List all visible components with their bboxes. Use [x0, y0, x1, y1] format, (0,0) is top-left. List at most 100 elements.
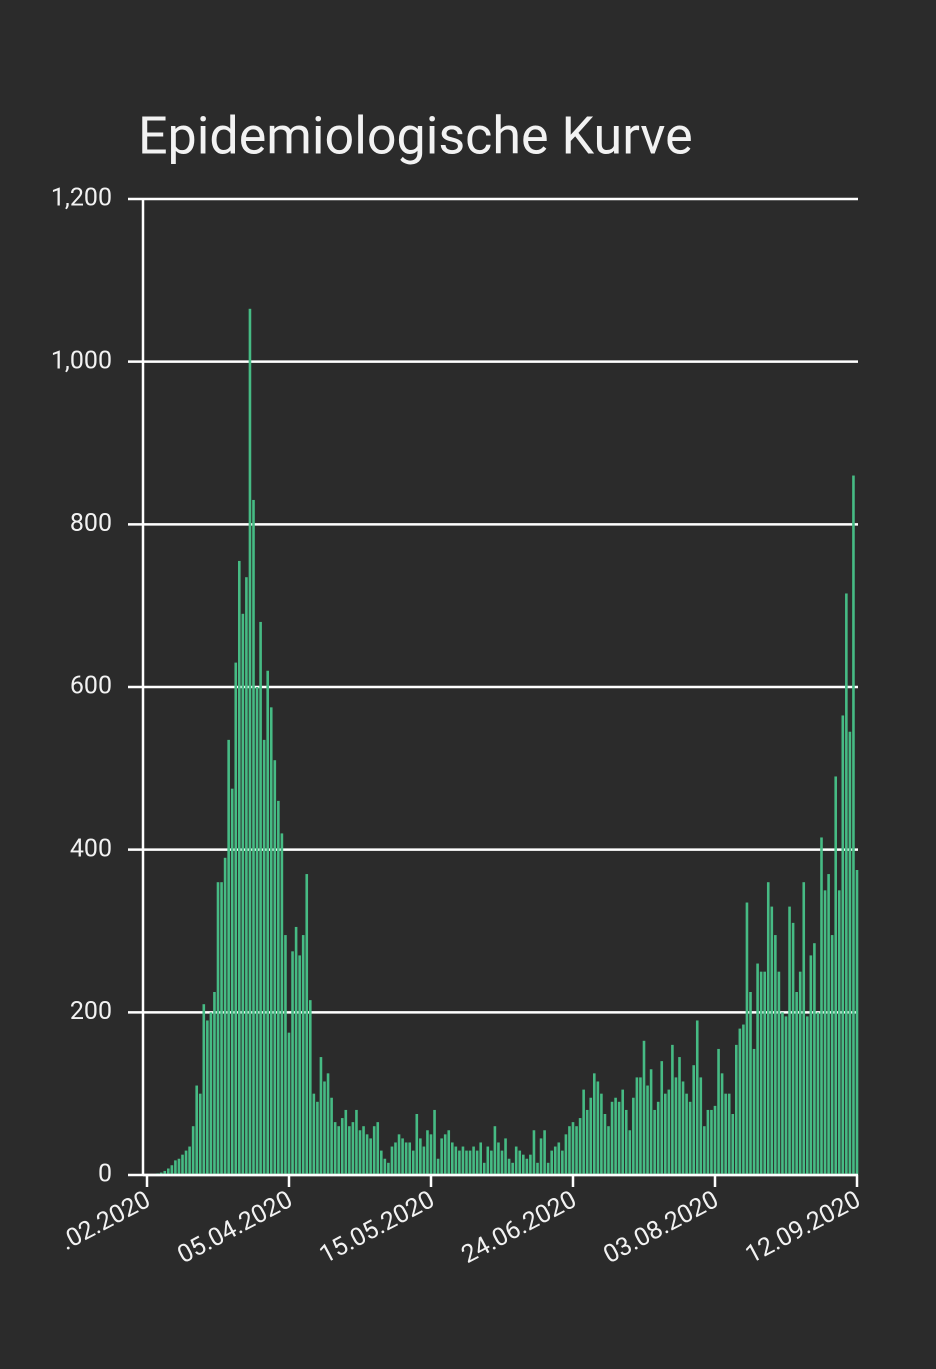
x-tick-label: 15.05.2020 — [315, 1185, 440, 1270]
bar — [433, 1109, 436, 1175]
bar — [351, 1122, 355, 1175]
bar — [742, 1024, 745, 1175]
bar — [248, 308, 252, 1175]
bar — [422, 1146, 426, 1175]
bar — [671, 1044, 674, 1175]
bar — [514, 1146, 518, 1175]
bar — [571, 1122, 575, 1175]
bar — [536, 1162, 539, 1175]
bar — [802, 882, 806, 1175]
x-tick-label: 12.09.2020 — [741, 1185, 866, 1270]
bar — [440, 1138, 443, 1175]
bar — [230, 788, 234, 1175]
y-tick-label: 0 — [98, 1160, 112, 1189]
bar — [674, 1077, 678, 1175]
bar — [720, 1073, 724, 1175]
bar — [490, 1150, 493, 1175]
bar — [660, 1061, 664, 1175]
bar — [553, 1146, 557, 1175]
bar — [717, 1048, 720, 1175]
bar — [316, 1101, 319, 1175]
bar — [816, 1012, 820, 1175]
bar — [798, 971, 802, 1175]
bar — [624, 1109, 628, 1175]
bar — [621, 1089, 624, 1175]
bar — [220, 882, 223, 1175]
bar — [539, 1138, 543, 1175]
bar — [766, 882, 770, 1175]
bar — [177, 1158, 181, 1175]
bar — [568, 1126, 571, 1175]
bar — [820, 837, 823, 1175]
bar — [305, 874, 309, 1175]
bar — [493, 1126, 497, 1175]
bar — [326, 1073, 330, 1175]
bar — [788, 906, 791, 1175]
bar — [564, 1134, 568, 1175]
bar — [387, 1162, 390, 1175]
bar — [497, 1142, 500, 1175]
bar — [482, 1162, 486, 1175]
bar — [735, 1044, 738, 1175]
bar — [823, 890, 827, 1175]
bar — [174, 1160, 177, 1175]
bar — [507, 1158, 511, 1175]
bar — [685, 1093, 688, 1175]
bar — [710, 1109, 713, 1175]
x-tick-label: .02.2020 — [56, 1185, 156, 1256]
bar — [390, 1146, 394, 1175]
bar — [426, 1130, 429, 1175]
bar — [632, 1097, 635, 1175]
bar — [593, 1073, 596, 1175]
bar — [287, 1032, 291, 1175]
bar — [362, 1126, 365, 1175]
bar — [216, 882, 220, 1175]
bar — [454, 1146, 458, 1175]
bar — [170, 1165, 174, 1175]
bar — [582, 1089, 585, 1175]
bar — [614, 1097, 617, 1175]
bar — [600, 1093, 603, 1175]
bar — [415, 1114, 419, 1175]
bar — [639, 1077, 642, 1175]
bar — [401, 1138, 404, 1175]
y-tick-label: 800 — [70, 509, 112, 538]
bar — [191, 1126, 195, 1175]
x-tick-label: 24.06.2020 — [457, 1185, 582, 1270]
bar — [656, 1101, 660, 1175]
bar — [262, 739, 266, 1175]
bar — [369, 1138, 372, 1175]
bar — [252, 499, 255, 1175]
bar — [703, 1126, 706, 1175]
bar — [298, 955, 301, 1175]
bar — [198, 1093, 202, 1175]
bar — [653, 1109, 656, 1175]
bar — [678, 1057, 681, 1175]
bar — [404, 1142, 408, 1175]
bar — [372, 1126, 376, 1175]
bar — [827, 874, 830, 1175]
bar — [642, 1040, 646, 1175]
bar — [522, 1154, 525, 1175]
bar — [468, 1150, 472, 1175]
bar — [617, 1101, 621, 1175]
bar — [348, 1126, 351, 1175]
bar — [777, 971, 781, 1175]
bar — [408, 1142, 411, 1175]
bar — [813, 943, 816, 1175]
bar — [451, 1142, 454, 1175]
bar — [784, 1016, 788, 1175]
bar — [518, 1150, 522, 1175]
bar — [688, 1101, 692, 1175]
bar — [255, 687, 259, 1175]
bar — [791, 922, 795, 1175]
bar — [738, 1028, 742, 1175]
bar — [681, 1081, 685, 1175]
bar — [727, 1093, 731, 1175]
bar — [759, 971, 763, 1175]
bar — [195, 1085, 198, 1175]
bar — [596, 1081, 600, 1175]
bar — [511, 1162, 514, 1175]
bar — [607, 1126, 610, 1175]
bar — [206, 1020, 209, 1175]
